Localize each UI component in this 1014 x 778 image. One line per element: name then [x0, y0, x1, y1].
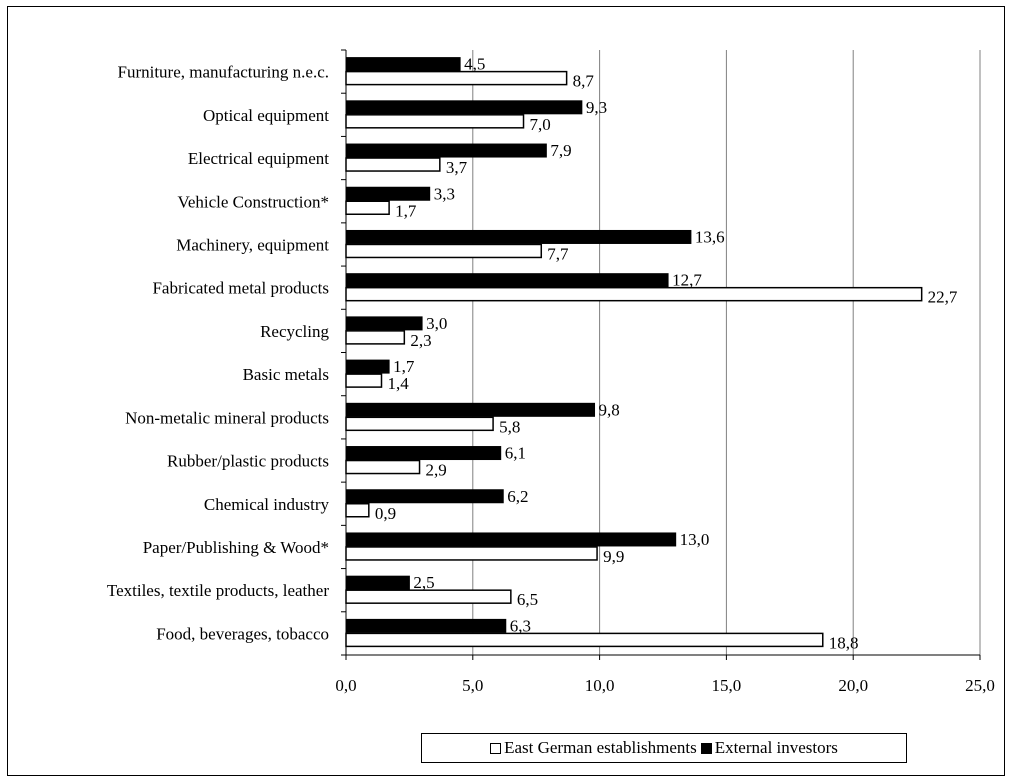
category-label: Basic metals	[243, 365, 329, 384]
category-label: Textiles, textile products, leather	[107, 581, 329, 600]
chart-frame	[7, 6, 1005, 776]
category-label: Optical equipment	[203, 106, 329, 125]
legend: East German establishments External inve…	[421, 733, 907, 763]
grid-lines	[472, 50, 981, 655]
data-label-east-german: 1,7	[395, 201, 417, 220]
data-label-east-german: 9,9	[603, 547, 624, 566]
bar-east-german	[345, 373, 383, 388]
labels: 6,3 18,8 Food, beverages, tobacco 2,5 6,5 Tex…	[107, 55, 995, 695]
data-label-external-investors: 9,3	[586, 98, 607, 117]
bar-external-investors	[345, 618, 507, 633]
data-label-east-german: 8,7	[573, 72, 595, 91]
category-label: Vehicle Construction*	[177, 192, 329, 211]
category-label: Recycling	[260, 322, 329, 341]
legend-label-east-german: East German establishments	[504, 738, 697, 757]
bar-external-investors	[345, 316, 423, 331]
bar-external-investors	[345, 446, 502, 461]
bar-east-german	[345, 546, 598, 561]
bar-east-german	[345, 632, 824, 648]
bar-east-german	[345, 243, 543, 259]
category-label: Paper/Publishing & Wood*	[143, 538, 329, 557]
bar-external-investors	[345, 575, 410, 590]
x-tick-label: 0,0	[335, 676, 356, 695]
legend-label-external-investors: External investors	[714, 738, 838, 757]
data-label-east-german: 6,5	[517, 590, 538, 609]
data-label-external-investors: 13,0	[680, 530, 710, 549]
category-label: Furniture, manufacturing n.e.c.	[118, 63, 330, 82]
category-label: Food, beverages, tobacco	[156, 624, 329, 643]
data-label-east-german: 2,3	[410, 331, 431, 350]
axes	[341, 49, 981, 660]
data-label-east-german: 22,7	[928, 288, 958, 307]
bar-external-investors	[345, 489, 504, 504]
data-label-external-investors: 2,5	[413, 573, 434, 592]
bar-external-investors	[345, 143, 547, 158]
bar-east-german	[345, 286, 923, 302]
data-label-external-investors: 12,7	[672, 271, 702, 290]
bar-east-german	[345, 459, 421, 475]
x-tick-label: 25,0	[965, 676, 995, 695]
data-label-external-investors: 6,2	[507, 487, 528, 506]
category-label: Chemical industry	[204, 495, 330, 514]
x-tick-label: 10,0	[585, 676, 615, 695]
data-label-external-investors: 3,0	[426, 314, 447, 333]
bar-external-investors	[345, 57, 461, 72]
bar-east-german	[345, 200, 390, 215]
x-tick-label: 20,0	[838, 676, 868, 695]
data-label-external-investors: 6,3	[510, 616, 531, 635]
data-label-external-investors: 13,6	[695, 227, 725, 246]
data-label-east-german: 7,0	[530, 115, 551, 134]
bar-external-investors	[345, 186, 431, 201]
bar-external-investors	[345, 402, 596, 417]
data-label-east-german: 3,7	[446, 158, 468, 177]
data-label-east-german: 7,7	[547, 244, 569, 263]
bar-east-german	[345, 503, 370, 518]
bar-east-german	[345, 416, 494, 432]
legend-item-east-german: East German establishments	[490, 738, 697, 758]
category-label: Fabricated metal products	[152, 279, 329, 298]
legend-item-external-investors: External investors	[700, 738, 838, 758]
category-label: Machinery, equipment	[176, 235, 329, 254]
data-label-east-german: 2,9	[426, 461, 447, 480]
data-label-external-investors: 3,3	[434, 184, 455, 203]
bar-east-german	[345, 114, 525, 129]
data-label-east-german: 1,4	[388, 374, 410, 393]
bar-east-german	[345, 70, 568, 86]
data-label-external-investors: 1,7	[393, 357, 415, 376]
bar-external-investors	[345, 273, 669, 288]
category-label: Rubber/plastic products	[167, 452, 329, 471]
bar-external-investors	[345, 100, 583, 115]
data-label-external-investors: 9,8	[599, 400, 620, 419]
bar-external-investors	[345, 229, 692, 244]
bar-external-investors	[345, 359, 390, 374]
data-label-east-german: 0,9	[375, 504, 396, 523]
legend-swatch-east-german	[490, 742, 502, 754]
x-tick-label: 15,0	[712, 676, 742, 695]
bars	[345, 57, 923, 648]
bar-east-german	[345, 330, 406, 345]
bar-east-german	[345, 157, 441, 172]
legend-swatch-external-investors	[700, 742, 712, 754]
x-tick-label: 5,0	[462, 676, 483, 695]
data-label-external-investors: 6,1	[505, 444, 526, 463]
category-label: Non-metalic mineral products	[125, 408, 329, 427]
data-label-external-investors: 7,9	[550, 141, 571, 160]
data-label-east-german: 5,8	[499, 417, 520, 436]
bar-external-investors	[345, 532, 677, 547]
data-label-external-investors: 4,5	[464, 55, 485, 74]
category-label: Electrical equipment	[188, 149, 329, 168]
data-label-east-german: 18,8	[829, 633, 859, 652]
